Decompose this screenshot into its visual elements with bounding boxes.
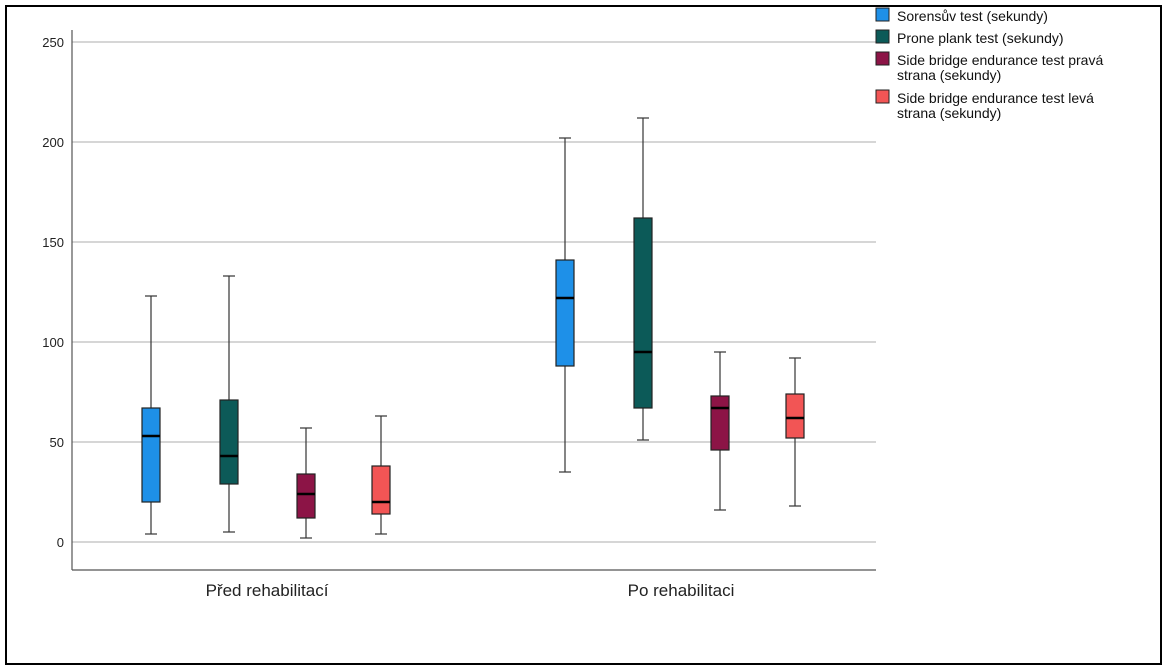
x-category-label: Po rehabilitaci xyxy=(628,581,735,600)
y-tick-label: 150 xyxy=(42,235,64,250)
box-iqr xyxy=(633,217,653,409)
legend-swatch xyxy=(875,51,890,66)
box-iqr xyxy=(555,259,575,367)
legend-label: Sorensův test (sekundy) xyxy=(897,8,1048,24)
box-iqr xyxy=(785,393,805,439)
box-iqr xyxy=(710,395,730,451)
chart-frame xyxy=(5,5,1162,665)
legend-label: strana (sekundy) xyxy=(897,67,1001,83)
legend-swatch xyxy=(875,7,890,22)
box-iqr xyxy=(371,465,391,515)
box-iqr xyxy=(219,399,239,485)
legend-swatch xyxy=(875,89,890,104)
y-tick-label: 0 xyxy=(57,535,64,550)
y-tick-label: 250 xyxy=(42,35,64,50)
y-tick-label: 100 xyxy=(42,335,64,350)
legend-label: Side bridge endurance test levá xyxy=(897,90,1094,106)
legend-label: strana (sekundy) xyxy=(897,105,1001,121)
y-tick-label: 200 xyxy=(42,135,64,150)
legend-label: Prone plank test (sekundy) xyxy=(897,30,1064,46)
box-iqr xyxy=(141,407,161,503)
legend-swatch xyxy=(875,29,890,44)
x-category-label: Před rehabilitací xyxy=(206,581,329,600)
legend-label: Side bridge endurance test pravá xyxy=(897,52,1103,68)
y-tick-label: 50 xyxy=(50,435,64,450)
box-iqr xyxy=(296,473,316,519)
